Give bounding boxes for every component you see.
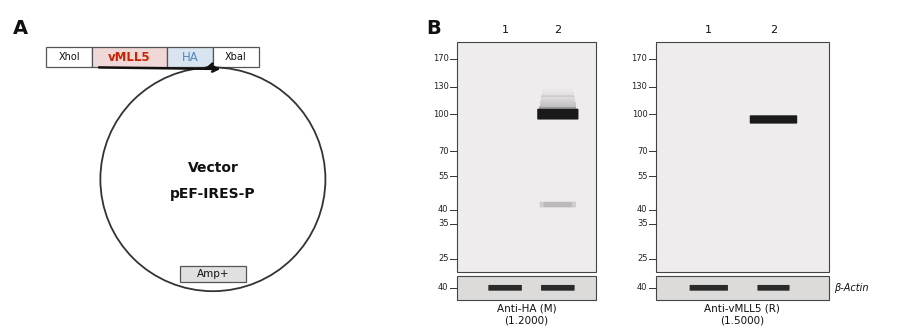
- Bar: [538, 111, 577, 112]
- Text: Anti-vMLL5 (R): Anti-vMLL5 (R): [704, 304, 780, 314]
- Bar: [542, 91, 574, 92]
- Text: (1.5000): (1.5000): [720, 316, 765, 326]
- Text: 1: 1: [501, 25, 509, 35]
- Text: (1.2000): (1.2000): [505, 316, 548, 326]
- Bar: [541, 95, 575, 97]
- FancyBboxPatch shape: [539, 202, 576, 207]
- FancyBboxPatch shape: [179, 266, 246, 282]
- Bar: [539, 109, 576, 110]
- Text: 170: 170: [433, 54, 449, 63]
- Text: 1: 1: [705, 25, 712, 35]
- Text: 2: 2: [554, 25, 561, 35]
- Text: 70: 70: [637, 147, 647, 156]
- Bar: [541, 97, 575, 98]
- FancyBboxPatch shape: [457, 276, 596, 300]
- Bar: [540, 102, 576, 103]
- Text: 70: 70: [438, 147, 449, 156]
- Text: 35: 35: [637, 219, 647, 228]
- Bar: [540, 101, 576, 102]
- Text: Vector: Vector: [187, 161, 238, 175]
- Text: 100: 100: [433, 110, 449, 119]
- Text: 130: 130: [433, 82, 449, 91]
- Text: HA: HA: [182, 51, 198, 64]
- Bar: [538, 112, 577, 113]
- Text: 25: 25: [637, 254, 647, 263]
- Text: vMLL5: vMLL5: [109, 51, 151, 64]
- FancyBboxPatch shape: [489, 285, 522, 291]
- Text: XbaI: XbaI: [225, 52, 247, 62]
- Text: 100: 100: [632, 110, 647, 119]
- FancyBboxPatch shape: [757, 285, 789, 291]
- Bar: [542, 93, 574, 95]
- Bar: [539, 105, 576, 107]
- Text: 55: 55: [438, 172, 449, 181]
- Text: pEF-IRES-P: pEF-IRES-P: [170, 187, 256, 201]
- Bar: [540, 99, 575, 100]
- Bar: [538, 113, 577, 114]
- FancyBboxPatch shape: [538, 109, 578, 120]
- FancyBboxPatch shape: [92, 47, 167, 67]
- FancyBboxPatch shape: [46, 47, 92, 67]
- FancyBboxPatch shape: [690, 285, 728, 291]
- Bar: [542, 90, 574, 91]
- FancyBboxPatch shape: [544, 202, 572, 207]
- Text: 55: 55: [637, 172, 647, 181]
- Bar: [540, 103, 576, 104]
- Text: 25: 25: [438, 254, 449, 263]
- Text: 170: 170: [632, 54, 647, 63]
- Bar: [542, 89, 573, 90]
- Text: β-Actin: β-Actin: [834, 283, 869, 293]
- Text: Anti-HA (M): Anti-HA (M): [497, 304, 557, 314]
- Bar: [539, 108, 576, 109]
- Bar: [543, 88, 573, 89]
- FancyBboxPatch shape: [749, 115, 797, 124]
- Text: 40: 40: [438, 205, 449, 214]
- FancyBboxPatch shape: [457, 42, 596, 272]
- Bar: [539, 106, 576, 108]
- Bar: [541, 98, 575, 99]
- Bar: [543, 87, 573, 88]
- Bar: [540, 100, 575, 101]
- FancyBboxPatch shape: [656, 42, 829, 272]
- Bar: [539, 104, 576, 105]
- Bar: [538, 110, 576, 111]
- FancyBboxPatch shape: [656, 276, 829, 300]
- Text: 40: 40: [637, 283, 647, 292]
- Text: 35: 35: [438, 219, 449, 228]
- Bar: [541, 94, 574, 96]
- FancyBboxPatch shape: [167, 47, 213, 67]
- Bar: [542, 92, 574, 93]
- Text: B: B: [426, 19, 441, 38]
- Text: 130: 130: [632, 82, 647, 91]
- Text: 2: 2: [770, 25, 777, 35]
- Text: 40: 40: [637, 205, 647, 214]
- Text: 40: 40: [438, 283, 449, 292]
- Text: A: A: [13, 19, 28, 38]
- Text: XhoI: XhoI: [58, 52, 80, 62]
- FancyBboxPatch shape: [541, 285, 575, 291]
- FancyBboxPatch shape: [213, 47, 259, 67]
- Text: Amp+: Amp+: [196, 269, 229, 279]
